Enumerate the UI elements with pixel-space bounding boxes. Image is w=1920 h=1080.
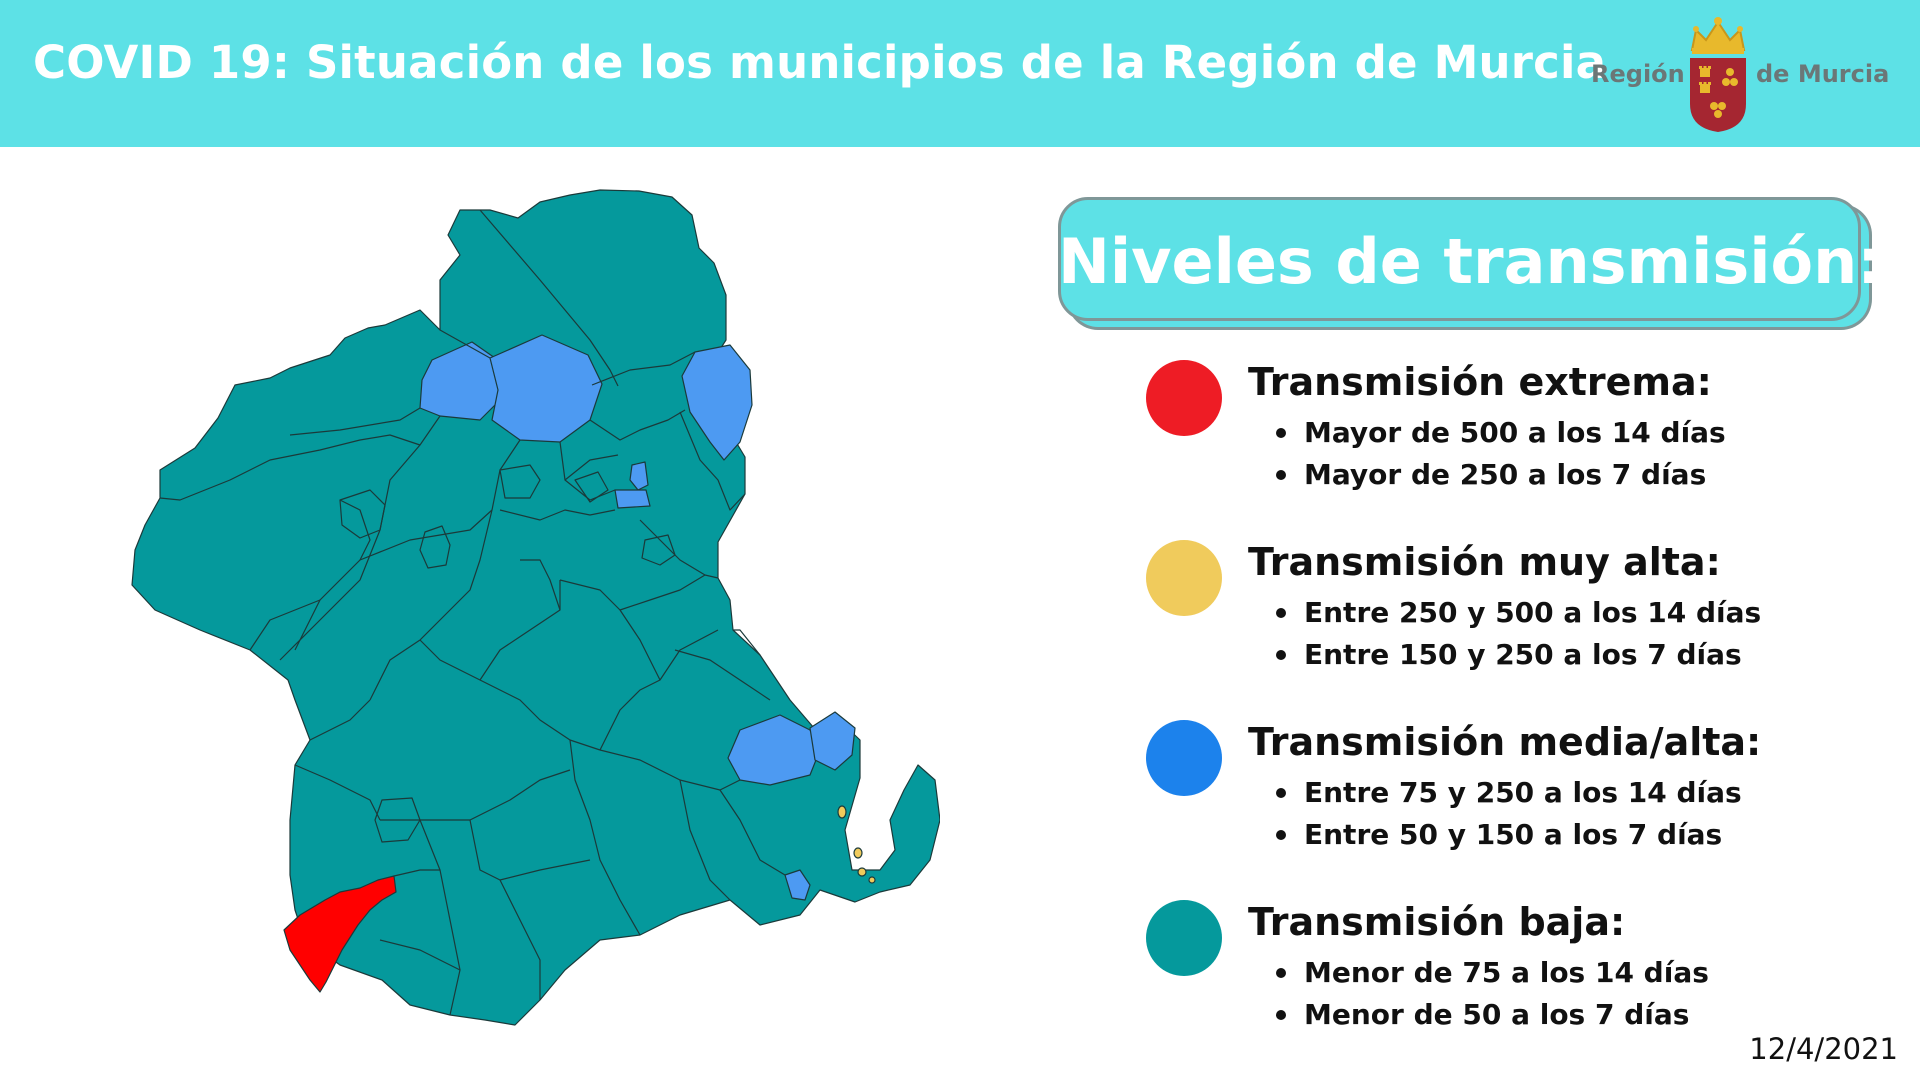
islet-3	[857, 867, 867, 877]
logo-text-region: Región	[1591, 60, 1685, 88]
header-bar: COVID 19: Situación de los municipios de…	[0, 0, 1920, 147]
level-medium-high-title: Transmisión media/alta:	[1248, 720, 1762, 764]
coat-of-arms-icon	[1690, 17, 1746, 132]
municipality-medium-8	[784, 869, 811, 901]
islet-2	[853, 847, 863, 859]
level-extreme-criteria: Mayor de 500 a los 14 días Mayor de 250 …	[1276, 412, 1726, 496]
municipality-medium-3	[681, 344, 753, 461]
municipality-extreme	[283, 875, 397, 993]
municipality-medium-1	[419, 341, 501, 421]
criterion-item: Menor de 75 a los 14 días	[1276, 952, 1709, 994]
level-very-high-criteria: Entre 250 y 500 a los 14 días Entre 150 …	[1276, 592, 1761, 676]
criterion-item: Entre 250 y 500 a los 14 días	[1276, 592, 1761, 634]
level-medium-high-swatch	[1146, 720, 1222, 796]
islet-4	[868, 876, 876, 884]
level-extreme: Transmisión extrema: Mayor de 500 a los …	[1146, 360, 1846, 540]
level-very-high-swatch	[1146, 540, 1222, 616]
criterion-item: Entre 75 y 250 a los 14 días	[1276, 772, 1742, 814]
region-silhouette	[131, 189, 940, 1026]
criterion-item: Menor de 50 a los 7 días	[1276, 994, 1709, 1036]
level-very-high-title: Transmisión muy alta:	[1248, 540, 1721, 584]
criterion-item: Mayor de 500 a los 14 días	[1276, 412, 1726, 454]
municipality-medium-4	[629, 461, 649, 491]
criterion-item: Mayor de 250 a los 7 días	[1276, 454, 1726, 496]
islet-1	[837, 805, 847, 819]
legend-title: Niveles de transmisión:	[1058, 225, 1883, 298]
region-map	[131, 189, 940, 1026]
level-low-title: Transmisión baja:	[1248, 900, 1626, 944]
level-low-swatch	[1146, 900, 1222, 976]
criterion-item: Entre 150 y 250 a los 7 días	[1276, 634, 1761, 676]
page-title: COVID 19: Situación de los municipios de…	[33, 36, 1607, 89]
logo-text-murcia: de Murcia	[1756, 60, 1890, 88]
municipality-medium-6	[727, 714, 821, 786]
level-low: Transmisión baja: Menor de 75 a los 14 d…	[1146, 900, 1846, 1080]
level-low-criteria: Menor de 75 a los 14 días Menor de 50 a …	[1276, 952, 1709, 1036]
level-medium-high: Transmisión media/alta: Entre 75 y 250 a…	[1146, 720, 1846, 900]
level-extreme-title: Transmisión extrema:	[1248, 360, 1712, 404]
municipality-medium-5	[614, 489, 651, 509]
level-medium-high-criteria: Entre 75 y 250 a los 14 días Entre 50 y …	[1276, 772, 1742, 856]
level-very-high: Transmisión muy alta: Entre 250 y 500 a …	[1146, 540, 1846, 720]
level-extreme-swatch	[1146, 360, 1222, 436]
municipality-medium-7	[809, 711, 856, 771]
date-label: 12/4/2021	[1749, 1032, 1898, 1066]
region-logo: Región de Murcia	[1588, 10, 1890, 135]
legend-title-box	[1058, 197, 1861, 321]
municipality-medium-2	[489, 334, 603, 443]
criterion-item: Entre 50 y 150 a los 7 días	[1276, 814, 1742, 856]
